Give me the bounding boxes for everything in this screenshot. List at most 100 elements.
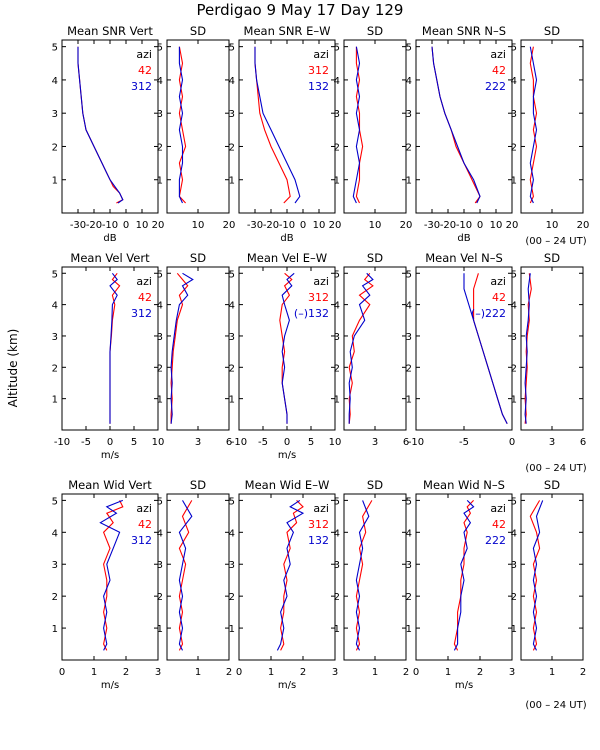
series-line-(–)132 xyxy=(348,272,374,424)
y-tick-label: 5 xyxy=(52,496,58,507)
x-tick-label: -30 xyxy=(247,220,263,231)
legend-header: azi xyxy=(490,502,506,515)
series-line-42 xyxy=(109,272,121,424)
x-tick-label: 10 xyxy=(152,437,165,448)
legend-header: azi xyxy=(490,275,506,288)
y-tick-label: 1 xyxy=(157,176,163,187)
panel-title: Mean Wid Vert xyxy=(68,478,152,492)
x-tick-label: -20 xyxy=(440,220,456,231)
x-tick-label: -20 xyxy=(86,220,102,231)
y-tick-label: 5 xyxy=(334,269,340,280)
legend-entry: 42 xyxy=(138,64,152,77)
series-line-312 xyxy=(77,46,124,204)
series-line-(–)132 xyxy=(281,272,295,424)
legend-entry: (–)132 xyxy=(294,307,329,320)
series-line-222 xyxy=(532,500,544,651)
x-tick-label: -10 xyxy=(102,220,118,231)
legend-entry: 312 xyxy=(308,518,329,531)
y-tick-label: 5 xyxy=(229,496,235,507)
x-tick-label: -10 xyxy=(456,220,472,231)
series-line-42 xyxy=(170,272,189,424)
x-tick-label: 10 xyxy=(136,220,149,231)
x-tick-label: -10 xyxy=(279,220,295,231)
x-tick-label: 10 xyxy=(369,220,382,231)
y-axis-label: Altitude (km) xyxy=(6,329,20,408)
panel-title: Mean SNR N–S xyxy=(422,24,506,38)
x-tick-label: 1 xyxy=(91,667,97,678)
y-tick-label: 5 xyxy=(52,269,58,280)
y-tick-label: 3 xyxy=(511,332,517,343)
x-tick-label: 20 xyxy=(577,220,590,231)
legend-header: azi xyxy=(490,48,506,61)
x-tick-label: 6 xyxy=(226,437,232,448)
y-tick-label: 3 xyxy=(157,560,163,571)
y-tick-label: 5 xyxy=(229,269,235,280)
y-tick-label: 2 xyxy=(406,592,412,603)
x-tick-label: 2 xyxy=(226,667,232,678)
y-tick-label: 3 xyxy=(334,332,340,343)
y-tick-label: 4 xyxy=(406,528,412,539)
x-tick-label: 20 xyxy=(329,220,342,231)
x-tick-label: 3 xyxy=(372,437,378,448)
y-tick-label: 3 xyxy=(52,560,58,571)
legend-header: azi xyxy=(313,48,329,61)
legend-entry: 42 xyxy=(138,291,152,304)
x-tick-label: -20 xyxy=(263,220,279,231)
x-axis-label: m/s xyxy=(278,680,296,691)
y-tick-label: 1 xyxy=(406,176,412,187)
x-tick-label: 3 xyxy=(195,437,201,448)
panel-title: SD xyxy=(544,24,560,38)
y-tick-label: 4 xyxy=(157,301,163,312)
panel-frame xyxy=(166,266,230,431)
x-axis-label: m/s xyxy=(278,450,296,461)
legend-entry: 312 xyxy=(308,291,329,304)
y-tick-label: 1 xyxy=(334,624,340,635)
y-tick-label: 2 xyxy=(157,363,163,374)
panel-0-1: SD 1 2 3 4 5 10 20 xyxy=(157,24,236,231)
series-line-312 xyxy=(99,499,124,651)
x-tick-label: 0 xyxy=(477,220,483,231)
series-line-42 xyxy=(102,500,124,651)
x-tick-label: 20 xyxy=(506,220,519,231)
panel-title: Mean SNR Vert xyxy=(67,24,153,38)
y-tick-label: 2 xyxy=(334,363,340,374)
x-tick-label: 3 xyxy=(509,667,515,678)
series-line-222 xyxy=(529,46,538,204)
x-tick-label: 0 xyxy=(59,667,65,678)
series-line-312 xyxy=(279,272,293,424)
x-tick-label: 3 xyxy=(549,437,555,448)
x-tick-label: 0 xyxy=(236,667,242,678)
y-tick-label: 3 xyxy=(229,332,235,343)
time-note-row2: (00 – 24 UT) xyxy=(525,463,586,474)
y-tick-label: 1 xyxy=(52,395,58,406)
series-line-132 xyxy=(355,500,370,651)
x-axis-label: m/s xyxy=(101,680,119,691)
y-tick-label: 1 xyxy=(334,395,340,406)
y-tick-label: 2 xyxy=(52,363,58,374)
y-tick-label: 1 xyxy=(52,624,58,635)
y-tick-label: 1 xyxy=(511,395,517,406)
y-tick-label: 2 xyxy=(52,142,58,153)
y-tick-label: 4 xyxy=(157,76,163,87)
y-tick-label: 2 xyxy=(52,592,58,603)
x-tick-label: 2 xyxy=(580,667,586,678)
panel-2-5: SD 1 2 3 4 5 1 2 xyxy=(511,478,587,678)
panel-frame xyxy=(343,266,407,431)
y-tick-label: 1 xyxy=(406,624,412,635)
panel-frame xyxy=(415,493,513,661)
legend-entry: 312 xyxy=(308,64,329,77)
y-tick-label: 4 xyxy=(334,76,340,87)
y-tick-label: 2 xyxy=(334,142,340,153)
x-tick-label: 20 xyxy=(152,220,165,231)
panel-title: Mean SNR E–W xyxy=(244,24,331,38)
y-tick-label: 1 xyxy=(334,176,340,187)
series-line-312 xyxy=(178,46,184,204)
y-tick-label: 4 xyxy=(334,528,340,539)
y-tick-label: 5 xyxy=(157,43,163,54)
figure-title: Perdigao 9 May 17 Day 129 xyxy=(197,1,404,19)
legend-entry: 132 xyxy=(308,80,329,93)
